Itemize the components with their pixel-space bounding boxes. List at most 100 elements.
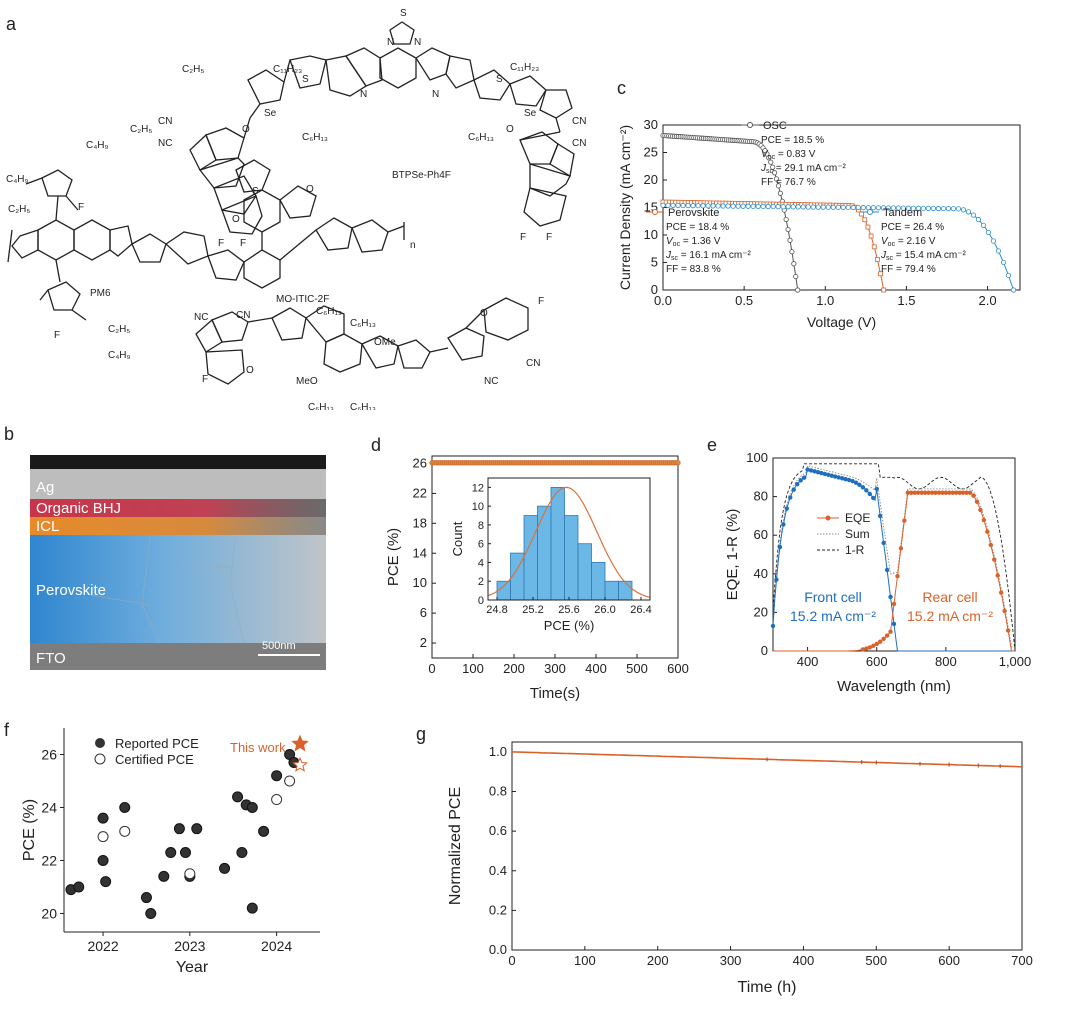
eqe-ytick-label: 100	[746, 450, 768, 465]
sem-cross-section-image: Ag Organic BHJ ICL Perovskite FTO 500nm	[30, 455, 326, 670]
eqe-rear-point	[895, 573, 900, 579]
mpp-xtick-label: 600	[667, 661, 689, 676]
svg-text:F: F	[78, 202, 84, 213]
eqe-rear-point	[933, 490, 938, 495]
eqe-rear-point	[960, 490, 966, 495]
mpp-xtick-label: 400	[585, 661, 607, 676]
jv-point	[735, 203, 741, 209]
pce-history-ytick-label: 24	[41, 799, 57, 815]
jv-point	[980, 222, 987, 228]
jv-point	[920, 205, 926, 211]
histogram-xtick-label: 24.8	[486, 604, 507, 616]
jv-legend-name: Perovskite	[668, 207, 719, 219]
mpp-axes: 0 100 200 300 400 500 600261014182226Time(s)PC…	[385, 455, 689, 702]
eqe-rear-point	[922, 490, 928, 495]
panel-letter-g: g	[416, 724, 427, 744]
eqe-front-point	[781, 522, 786, 527]
stability-ytick-label: 0.8	[489, 784, 507, 799]
mpp-ylabel: PCE (%)	[385, 528, 402, 586]
eqe-xtick-label: 600	[866, 654, 888, 669]
svg-text:C₁₁H₂₃: C₁₁H₂₃	[273, 64, 302, 75]
eqe-rear-point	[981, 517, 987, 523]
eqe-front-point	[867, 491, 872, 497]
stability-frame	[511, 741, 1023, 951]
stability-ytick-label: 0.0	[489, 942, 507, 957]
jv-point	[845, 204, 851, 211]
svg-text:O: O	[306, 184, 314, 195]
svg-text:O: O	[242, 124, 250, 135]
reported-pce-point	[145, 907, 157, 919]
eqe-legend-sum: Sum	[845, 527, 870, 541]
eqe-legend-eqe: EQE	[845, 511, 870, 525]
eqe-rear-point	[954, 490, 959, 495]
pce-history-xlabel: Year	[176, 959, 209, 976]
eqe-front-point	[833, 474, 838, 479]
jv-point	[705, 203, 711, 209]
stability-ytick-label: 0.2	[489, 902, 507, 917]
eqe-front-point	[788, 495, 793, 500]
jv-legend-marker	[867, 209, 873, 215]
jv-point	[835, 204, 841, 210]
reported-pce-point	[119, 801, 131, 813]
certified-pce-point	[97, 831, 109, 843]
panel-letter-e: e	[707, 435, 718, 455]
jv-point	[865, 224, 871, 230]
eqe-rear-point	[929, 490, 935, 495]
jv-point	[710, 203, 716, 209]
jv-point	[870, 205, 876, 211]
stability-axes: 0 100 200 300 400 500 600 700 0.0 0.2 0.4 0.6 0.8 1.0…	[447, 741, 1033, 996]
svg-text:S: S	[252, 186, 259, 197]
eqe-rear-point	[940, 490, 945, 495]
jv-point	[855, 204, 861, 211]
jv-ytick-label: 25	[644, 145, 658, 160]
histogram-bar	[591, 562, 606, 601]
certified-pce-point	[119, 825, 131, 837]
jv-ytick-label: 5	[651, 255, 658, 270]
jv-point	[878, 271, 883, 277]
eqe-rear-point	[1005, 628, 1011, 633]
rear-cell-label: Rear cell	[922, 589, 977, 605]
eqe-rear-point	[881, 636, 886, 642]
jv-point	[945, 206, 952, 212]
eqe-front-point	[864, 488, 869, 493]
eqe-ytick-label: 60	[754, 527, 768, 542]
eqe-frame	[772, 457, 1016, 652]
reported-pce-point	[271, 770, 283, 782]
reported-pce-point	[165, 847, 177, 859]
jv-legend-tandem: Tandem PCE = 26.4 % Voc = 2.16 V Jsc = 15.4…	[861, 207, 966, 275]
svg-text:CN: CN	[236, 310, 250, 321]
jv-point	[975, 216, 982, 223]
eqe-front-point	[839, 476, 845, 481]
jv-legend-marker	[652, 209, 658, 215]
svg-text:C₁₁H₂₃: C₁₁H₂₃	[510, 62, 539, 73]
eqe-front-point	[798, 478, 803, 483]
panel-letter-a: a	[6, 14, 17, 34]
eqe-rear-point	[943, 490, 949, 495]
jv-point	[985, 229, 992, 236]
eqe-rear-point	[988, 542, 993, 548]
stability-ytick-label: 1.0	[489, 744, 507, 759]
eqe-front-point	[777, 544, 783, 550]
reported-pce-point	[140, 892, 152, 904]
legend-reported-marker	[95, 738, 105, 748]
stability-xtick-label: 200	[647, 953, 669, 968]
panel-letter-c: c	[617, 78, 626, 98]
eqe-rear-point	[867, 645, 872, 650]
stability-ytick-label: 0.6	[489, 823, 507, 838]
jv-point	[775, 204, 781, 210]
svg-text:C₆H₁₃: C₆H₁₃	[316, 306, 342, 317]
jv-legend-name: OSC	[763, 120, 787, 132]
jv-point	[695, 203, 701, 209]
eqe-rear-point	[864, 646, 869, 651]
histogram-ytick-label: 6	[478, 539, 484, 551]
jv-point	[770, 203, 776, 210]
eqe-rear-point	[898, 546, 904, 551]
eqe-front-point	[819, 470, 824, 476]
jv-xtick-label: 1.5	[897, 293, 915, 308]
svg-text:N: N	[432, 89, 439, 100]
jv-legend-pce: PCE = 26.4 %	[881, 222, 944, 233]
histogram-xtick-label: 26.4	[630, 604, 651, 616]
stability-xtick-label: 0	[508, 953, 515, 968]
jv-xlabel: Voltage (V)	[807, 314, 876, 330]
reported-pce-point	[179, 847, 191, 859]
